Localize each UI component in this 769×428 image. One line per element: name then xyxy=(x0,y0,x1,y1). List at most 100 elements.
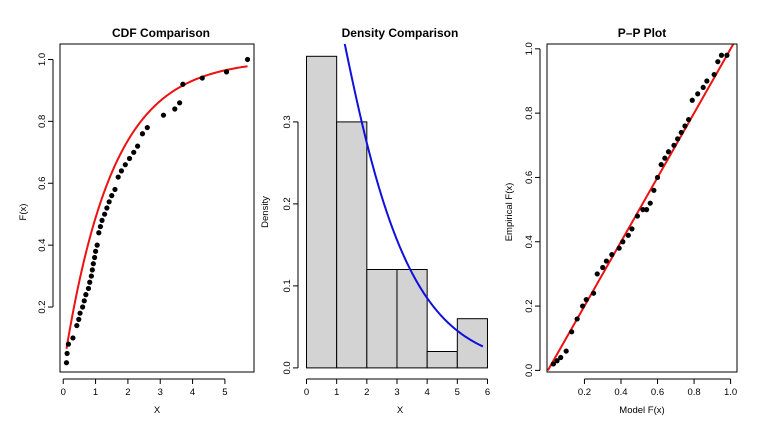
cdf-data-point xyxy=(223,69,230,75)
density-x-axis-label: X xyxy=(397,405,404,416)
pp-data-point xyxy=(662,155,668,161)
cdf-data-point xyxy=(104,205,110,211)
cdf-data-point xyxy=(80,304,86,310)
pp-y-tick-label: 1.0 xyxy=(524,42,535,55)
pp-data-point xyxy=(554,358,560,364)
cdf-data-point xyxy=(77,310,83,316)
cdf-plot-frame xyxy=(59,43,255,373)
density-marks xyxy=(306,44,488,369)
density-y-tick-label: 0.0 xyxy=(282,361,293,374)
density-x-tick-label: 2 xyxy=(364,387,369,398)
pp-x-tick-label: 0.6 xyxy=(651,387,664,398)
density-histogram-bar xyxy=(426,351,458,369)
pp-y-tick-label: 0.8 xyxy=(524,107,535,120)
pp-x-tick-label: 0.4 xyxy=(614,387,627,398)
density-y-ticks: 0.0 0.1 0.2 0.3 xyxy=(282,115,299,375)
cdf-data-point xyxy=(87,279,93,285)
pp-data-point xyxy=(594,271,600,277)
density-y-tick-label: 0.3 xyxy=(282,115,293,128)
cdf-y-ticks: 0.2 0.4 0.6 0.8 1.0 xyxy=(37,53,54,314)
cdf-data-point xyxy=(88,273,94,279)
pp-data-point xyxy=(678,129,684,136)
pp-data-point xyxy=(574,316,580,322)
density-histogram-bar xyxy=(366,269,398,369)
cdf-marks xyxy=(63,56,251,366)
cdf-data-point xyxy=(89,267,95,273)
cdf-x-tick-label: 4 xyxy=(190,387,195,398)
pp-reference-line xyxy=(547,44,735,371)
pp-data-point xyxy=(689,97,695,103)
pp-data-point xyxy=(704,78,710,84)
pp-data-point xyxy=(603,258,609,264)
pp-data-point xyxy=(625,232,631,238)
density-histogram-bar xyxy=(336,121,368,369)
pp-x-tick-label: 0.2 xyxy=(578,387,591,398)
cdf-data-point xyxy=(144,124,150,131)
pp-data-point xyxy=(695,91,701,97)
pp-data-point xyxy=(629,226,635,232)
cdf-x-axis-label: X xyxy=(154,405,161,416)
pp-x-tick-label: 0.8 xyxy=(687,387,700,398)
cdf-data-point xyxy=(63,360,70,366)
cdf-data-point xyxy=(244,56,251,63)
cdf-data-point xyxy=(115,174,121,180)
pp-y-tick-label: 0.6 xyxy=(524,171,535,184)
pp-data-point xyxy=(682,123,688,129)
density-title: Density Comparison xyxy=(342,26,459,40)
pp-y-tick-label: 0.0 xyxy=(524,364,535,377)
pp-data-point xyxy=(715,59,721,65)
cdf-data-point xyxy=(76,316,82,322)
cdf-data-point xyxy=(94,242,100,248)
cdf-data-point xyxy=(160,112,167,118)
pp-data-point xyxy=(620,239,626,245)
pp-data-point xyxy=(651,187,657,193)
cdf-data-point xyxy=(97,223,104,230)
cdf-data-point xyxy=(85,285,92,292)
pp-title: P–P Plot xyxy=(618,26,666,40)
cdf-y-tick-label: 0.4 xyxy=(37,239,48,252)
pp-y-tick-label: 0.4 xyxy=(524,235,535,248)
pp-data-point xyxy=(718,52,725,58)
cdf-y-tick-label: 0.2 xyxy=(37,300,48,313)
cdf-x-tick-label: 5 xyxy=(222,387,227,398)
pp-x-ticks: 0.2 0.4 0.6 0.8 1.0 xyxy=(578,378,737,398)
density-y-axis-label: Density xyxy=(260,196,271,228)
pp-data-point xyxy=(640,207,646,213)
cdf-data-point xyxy=(74,322,80,329)
pp-y-tick-label: 0.2 xyxy=(524,299,535,312)
cdf-data-point xyxy=(135,143,141,149)
cdf-data-point xyxy=(118,168,125,174)
density-x-tick-label: 6 xyxy=(485,387,490,398)
cdf-data-point xyxy=(122,162,128,168)
pp-data-point xyxy=(563,348,569,354)
pp-data-point xyxy=(700,84,706,91)
cdf-data-point xyxy=(70,335,76,341)
density-x-ticks: 0 1 2 3 4 5 6 xyxy=(304,378,490,398)
cdf-data-point xyxy=(92,248,99,254)
density-model-curve xyxy=(343,44,484,348)
pp-data-point xyxy=(665,149,672,155)
pp-data-point xyxy=(724,52,730,58)
pp-data-point xyxy=(634,213,641,219)
pp-data-point xyxy=(558,354,564,361)
cdf-y-tick-label: 1.0 xyxy=(37,53,48,66)
density-y-tick-label: 0.2 xyxy=(282,197,293,210)
cdf-data-point xyxy=(64,350,70,357)
pp-data-point xyxy=(580,303,586,309)
pp-data-point xyxy=(643,207,650,213)
density-x-tick-label: 5 xyxy=(455,387,460,398)
density-histogram-bar xyxy=(396,269,428,369)
cdf-model-curve xyxy=(65,65,248,350)
cdf-y-axis-label: F(x) xyxy=(18,204,29,221)
cdf-data-point xyxy=(139,131,146,137)
cdf-data-point xyxy=(99,217,105,223)
density-x-tick-label: 0 xyxy=(304,387,309,398)
cdf-data-point xyxy=(65,341,72,347)
cdf-x-ticks: 0 1 2 3 4 5 xyxy=(61,378,228,398)
cdf-data-point xyxy=(83,292,89,298)
cdf-x-tick-label: 0 xyxy=(61,387,66,398)
density-histogram-bar xyxy=(456,318,488,369)
density-x-tick-label: 1 xyxy=(334,387,339,398)
